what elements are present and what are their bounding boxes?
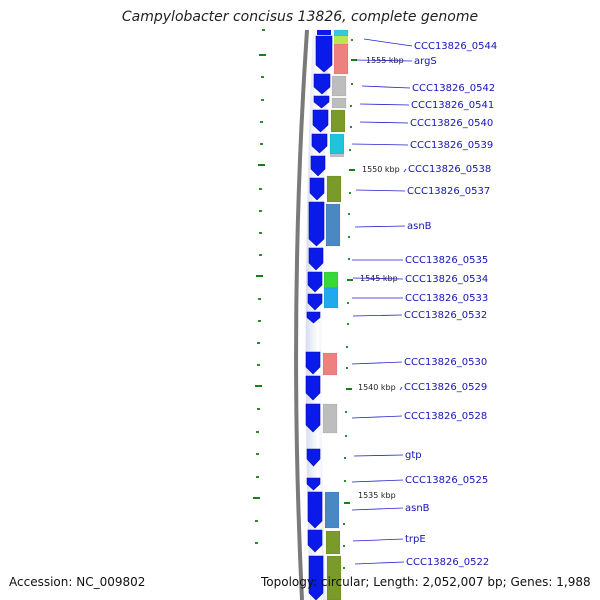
cog-bar [323, 271, 339, 289]
inner-tick-marks [343, 39, 357, 569]
cog-bar [334, 36, 348, 44]
gene-label: CCC13826_0530 [404, 357, 487, 368]
cog-bar [322, 352, 338, 376]
cog-bar [333, 29, 349, 37]
gene-label: CCC13826_0541 [411, 100, 494, 111]
cog-bar [326, 175, 342, 203]
gene-arrow [308, 247, 324, 271]
cog-bar [325, 530, 341, 555]
gene-arrow [311, 133, 328, 154]
cog-bar [325, 203, 341, 247]
label-leader-line [351, 361, 403, 365]
gene-arrow [315, 35, 333, 73]
cog-bar [330, 109, 346, 133]
gene-label: argS [414, 56, 437, 67]
gene-label: asnB [405, 503, 430, 514]
label-leader-line [361, 85, 411, 89]
topology-label: Topology: circular; Length: 2,052,007 bp… [261, 575, 591, 589]
gene-label: CCC13826_0539 [410, 140, 493, 151]
gene-label: asnB [407, 221, 432, 232]
gene-label: CCC13826_0538 [408, 164, 491, 175]
cog-bar [330, 154, 344, 157]
cog-bar [329, 133, 345, 155]
label-leader-line [353, 454, 404, 457]
label-leader-line [359, 103, 410, 106]
gene-arrow [313, 73, 331, 95]
gene-arrow [306, 448, 321, 467]
label-leader-line [351, 479, 404, 483]
cog-bar [324, 491, 340, 529]
label-leader-line [355, 59, 413, 62]
cog-bars [322, 29, 349, 600]
outer-tick-marks [253, 29, 266, 544]
gene-label: CCC13826_0544 [414, 41, 497, 52]
gene-label: trpE [405, 534, 426, 545]
label-leader-line [363, 38, 413, 47]
genome-backbone [294, 29, 309, 600]
gene-arrow [306, 477, 321, 491]
gene-label: CCC13826_0535 [405, 255, 488, 266]
accession-label: Accession: NC_009802 [9, 575, 146, 589]
gene-label: gtp [405, 450, 422, 461]
label-leader-line [352, 277, 404, 280]
label-leader-line [354, 225, 406, 228]
gene-arrow [305, 403, 321, 433]
gene-label: CCC13826_0537 [407, 186, 490, 197]
gene-arrow [308, 201, 325, 247]
gene-label: CCC13826_0528 [404, 411, 487, 422]
label-leader-line [351, 507, 404, 511]
cog-bar [333, 43, 349, 75]
label-leader-line [352, 314, 403, 317]
gene-label: CCC13826_0534 [405, 274, 488, 285]
cog-bar [323, 287, 339, 309]
gene-arrow [307, 293, 323, 311]
cog-bar [326, 555, 342, 600]
gene-label: CCC13826_0540 [410, 118, 493, 129]
map-title: Campylobacter concisus 13826, complete g… [121, 9, 479, 25]
gene-label: CCC13826_0533 [405, 293, 488, 304]
label-leader-line [399, 386, 403, 391]
label-leader-line [351, 415, 403, 419]
gene-arrow [307, 271, 323, 293]
label-leader-line [355, 189, 406, 192]
label-leader-line [403, 168, 407, 173]
label-leader-line [352, 538, 404, 542]
gene-arrow [317, 30, 331, 35]
cog-bar [331, 97, 347, 109]
gene-label: CCC13826_0522 [406, 557, 489, 568]
label-leader-line [359, 121, 409, 124]
gene-arrow [310, 155, 326, 177]
label-leader-line [354, 561, 405, 565]
gene-arrow [308, 555, 324, 600]
gene-labels: CCC13826_0544 argS CCC13826_0542 CCC13826_0… [351, 38, 497, 568]
gene-arrow [313, 95, 330, 109]
gene-label: CCC13826_0542 [412, 83, 495, 94]
gene-label: CCC13826_0525 [405, 475, 488, 486]
gene-arrow [309, 177, 325, 201]
gene-arrow [307, 491, 323, 529]
gene-arrow [305, 351, 321, 375]
cog-bar [331, 75, 347, 97]
kbp-label: 1550 kbp [362, 165, 400, 174]
gene-label: CCC13826_0529 [404, 382, 487, 393]
gene-arrow [305, 375, 321, 401]
gene-arrow [307, 529, 323, 553]
gene-arrow [306, 311, 321, 324]
kbp-label: 1535 kbp [358, 491, 396, 500]
kbp-label: 1540 kbp [358, 383, 396, 392]
cog-bar [322, 403, 338, 434]
label-leader-line [351, 143, 409, 146]
gene-label: CCC13826_0532 [404, 310, 487, 321]
gene-arrows [305, 30, 333, 600]
gene-arrow [312, 109, 329, 133]
